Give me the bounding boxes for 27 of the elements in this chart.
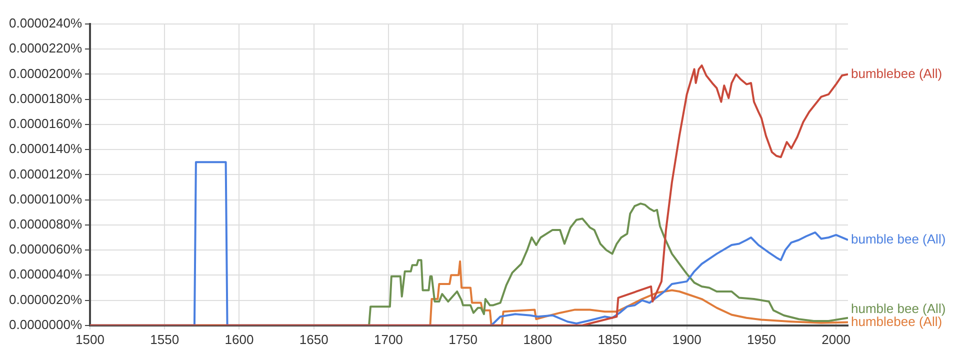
x-tick-label: 1900: [672, 332, 702, 347]
x-tick-label: 2000: [822, 332, 851, 347]
y-tick-label: 0.0000020%: [8, 292, 82, 307]
y-tick-label: 0.0000000%: [8, 316, 82, 332]
y-tick-label: 0.0000140%: [8, 141, 82, 156]
x-tick-label: 1700: [374, 332, 403, 347]
x-tick-label: 1950: [746, 332, 776, 347]
x-tick-label: 1650: [299, 332, 328, 347]
series-label: bumble bee (All): [851, 232, 946, 247]
y-tick-label: 0.0000180%: [8, 90, 82, 106]
x-tick-label: 1800: [523, 332, 552, 347]
y-tick-label: 0.0000080%: [8, 216, 82, 232]
x-tick-label: 1500: [76, 332, 104, 347]
series-label: humble bee (All): [851, 300, 946, 316]
y-tick-label: 0.0000200%: [8, 66, 82, 81]
y-tick-label: 0.0000100%: [8, 191, 82, 206]
y-tick-label: 0.0000060%: [8, 242, 82, 257]
x-tick-label: 1850: [598, 332, 627, 347]
x-tick-label: 1600: [224, 332, 254, 347]
x-tick-label: 1550: [150, 332, 180, 347]
y-tick-label: 0.0000220%: [8, 40, 82, 56]
series-label: bumblebee (All): [851, 66, 942, 81]
y-tick-label: 0.0000040%: [8, 266, 82, 282]
x-tick-label: 1750: [448, 332, 478, 347]
y-tick-label: 0.0000240%: [8, 16, 82, 31]
y-tick-label: 0.0000160%: [8, 116, 82, 132]
y-tick-label: 0.0000120%: [8, 166, 82, 182]
